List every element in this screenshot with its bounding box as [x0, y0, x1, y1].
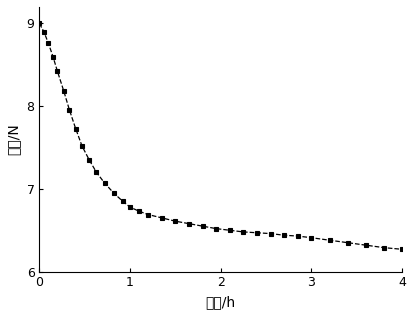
X-axis label: 时间/h: 时间/h	[206, 295, 236, 309]
Y-axis label: 压力/N: 压力/N	[7, 124, 21, 155]
